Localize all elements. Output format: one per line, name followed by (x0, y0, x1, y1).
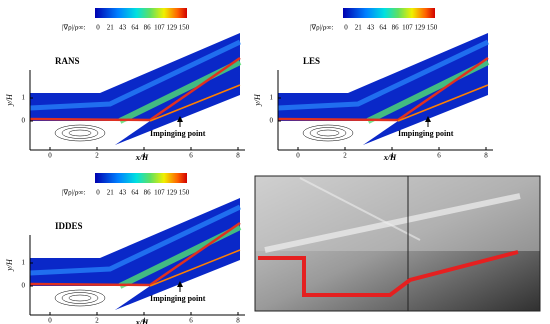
colorbar-tick: 43 (367, 24, 375, 32)
annotation: Impinging point (150, 129, 206, 138)
expansion-band (277, 39, 490, 111)
colorbar-tick: 21 (107, 24, 115, 32)
colorbar-title: |∇ρ|/ρ∞: (310, 24, 333, 32)
x-tick-label: 6 (189, 152, 193, 160)
x-tick-label: 0 (48, 152, 52, 160)
colorbar-tick: 21 (107, 189, 115, 197)
y-tick-label: 1 (270, 94, 274, 102)
expansion-band (29, 204, 242, 276)
flow-field (30, 198, 240, 310)
x-tick-label: 6 (437, 152, 441, 160)
x-tick-label: 0 (48, 317, 52, 324)
streamline (68, 129, 92, 137)
x-axis-label: x/H (135, 318, 149, 324)
colorbar-tick: 0 (96, 189, 100, 197)
colorbar-tick: 150 (179, 24, 190, 32)
y-axis-label: y/H (5, 93, 14, 107)
x-tick-label: 4 (390, 152, 394, 160)
x-tick-label: 0 (296, 152, 300, 160)
shear-layer (277, 56, 489, 122)
colorbar-tick: 86 (144, 189, 152, 197)
streamline (302, 124, 354, 142)
colorbar-tick: 129 (414, 24, 425, 32)
streamline (316, 129, 340, 137)
panel-label: LES (303, 56, 320, 66)
panel-label: RANS (55, 56, 80, 66)
x-tick-label: 2 (343, 152, 347, 160)
colorbar-tick: 43 (119, 24, 127, 32)
separation-bubble (50, 121, 150, 145)
colorbar-tick: 64 (379, 24, 387, 32)
x-tick-label: 8 (236, 317, 240, 324)
annotation: Impinging point (398, 129, 454, 138)
x-axis-label: x/H (135, 153, 149, 162)
colorbar (343, 8, 435, 18)
y-axis-label: y/H (253, 93, 262, 107)
flow-field (278, 33, 488, 145)
colorbar-tick: 64 (131, 24, 139, 32)
shock-line (397, 84, 489, 122)
colorbar-tick: 43 (119, 189, 127, 197)
streamline (61, 127, 99, 139)
streamline (68, 294, 92, 302)
schlieren-photo (254, 175, 541, 312)
y-tick-label: 1 (22, 259, 26, 267)
colorbar-tick: 129 (166, 189, 177, 197)
colorbar-tick: 107 (154, 24, 165, 32)
separation-bubble (298, 121, 398, 145)
annotation: Impinging point (150, 294, 206, 303)
colorbar-tick: 107 (154, 189, 165, 197)
colorbar-tick: 86 (144, 24, 152, 32)
colorbar-tick: 0 (96, 24, 100, 32)
y-tick-label: 1 (22, 94, 26, 102)
y-tick-label: 0 (270, 117, 274, 125)
x-tick-label: 2 (95, 317, 99, 324)
colorbar (95, 173, 187, 183)
colorbar-tick: 86 (392, 24, 400, 32)
x-tick-label: 6 (189, 317, 193, 324)
colorbar-tick: 64 (131, 189, 139, 197)
y-tick-label: 0 (22, 117, 26, 125)
flow-field (30, 33, 240, 145)
x-tick-label: 4 (142, 152, 146, 160)
expansion-band (29, 39, 242, 111)
y-axis-label: y/H (5, 258, 14, 272)
colorbar-tick: 21 (355, 24, 363, 32)
x-tick-label: 2 (95, 152, 99, 160)
colorbar-tick: 129 (166, 24, 177, 32)
shear-layer (29, 56, 241, 122)
y-tick-label: 0 (22, 282, 26, 290)
x-tick-label: 8 (484, 152, 488, 160)
colorbar-tick: 0 (344, 24, 348, 32)
colorbar-title: |∇ρ|/ρ∞: (62, 24, 85, 32)
streamline (309, 127, 347, 139)
colorbar (95, 8, 187, 18)
shock-line (149, 249, 241, 287)
streamline (54, 124, 106, 142)
streamline (54, 289, 106, 307)
x-tick-label: 4 (142, 317, 146, 324)
colorbar-tick: 150 (427, 24, 438, 32)
colorbar-tick: 150 (179, 189, 190, 197)
colorbar-title: |∇ρ|/ρ∞: (62, 189, 85, 197)
shear-layer (29, 221, 241, 287)
x-tick-label: 8 (236, 152, 240, 160)
shock-line (149, 84, 241, 122)
x-axis-label: x/H (383, 153, 397, 162)
panel-label: IDDES (55, 221, 83, 231)
colorbar-tick: 107 (402, 24, 413, 32)
separation-bubble (50, 286, 150, 310)
streamline (61, 292, 99, 304)
